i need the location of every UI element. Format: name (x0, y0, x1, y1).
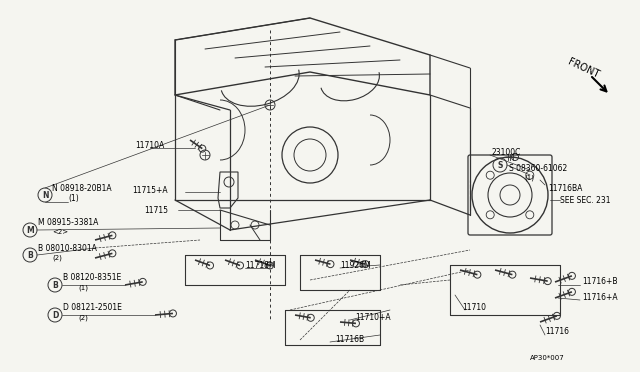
Text: SEE SEC. 231: SEE SEC. 231 (560, 196, 611, 205)
Text: (2): (2) (52, 255, 62, 261)
Text: 11718M: 11718M (245, 260, 275, 269)
Text: (1): (1) (78, 285, 88, 291)
Text: 11926M: 11926M (340, 260, 371, 269)
Text: (2): (2) (78, 315, 88, 321)
Text: (1): (1) (524, 175, 534, 181)
Text: M: M (26, 225, 34, 234)
Text: B 08010-8301A: B 08010-8301A (38, 244, 97, 253)
Text: FRONT: FRONT (566, 57, 600, 80)
Text: B: B (27, 250, 33, 260)
Text: 23100C: 23100C (492, 148, 522, 157)
Text: 11710A: 11710A (135, 141, 164, 150)
Text: (1): (1) (68, 193, 79, 202)
Text: D 08121-2501E: D 08121-2501E (63, 304, 122, 312)
Text: <2>: <2> (52, 229, 68, 235)
Text: 11716: 11716 (545, 327, 569, 337)
Text: B 08120-8351E: B 08120-8351E (63, 273, 121, 282)
Text: M 08915-3381A: M 08915-3381A (38, 218, 99, 227)
Text: 11715+A: 11715+A (132, 186, 168, 195)
Text: N 08918-20B1A: N 08918-20B1A (52, 183, 111, 192)
Text: S 08360-61062: S 08360-61062 (509, 164, 567, 173)
Text: B: B (52, 280, 58, 289)
Text: 11716+B: 11716+B (582, 278, 618, 286)
Text: 11710+A: 11710+A (355, 312, 390, 321)
Text: 11710: 11710 (462, 304, 486, 312)
Text: 11716+A: 11716+A (582, 292, 618, 301)
Text: 11716B: 11716B (335, 336, 364, 344)
Text: S: S (497, 160, 502, 170)
Text: N: N (42, 190, 48, 199)
Text: AP30*007: AP30*007 (530, 355, 564, 361)
Text: 11716BA: 11716BA (548, 183, 582, 192)
Text: D: D (52, 311, 58, 320)
Text: 11715: 11715 (144, 205, 168, 215)
